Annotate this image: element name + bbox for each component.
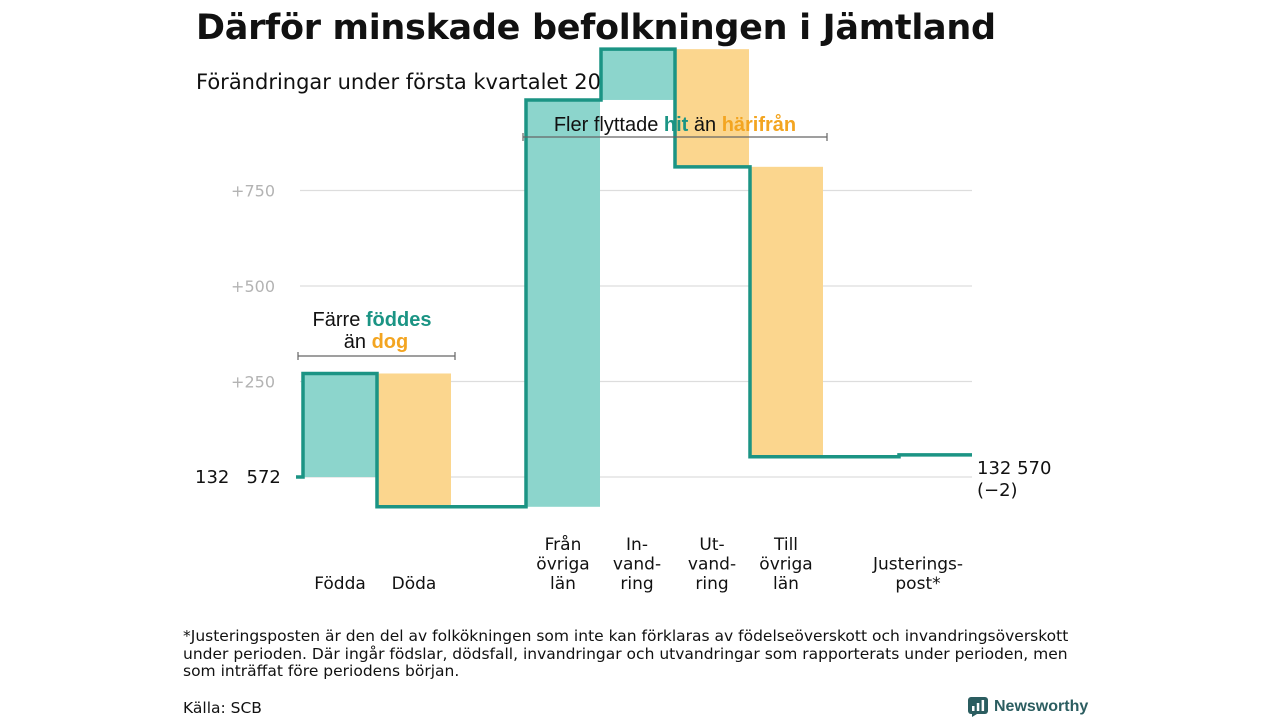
step-line-layer xyxy=(296,47,972,509)
annotation-text: än xyxy=(344,331,372,353)
end-value-label: 132 570 xyxy=(977,458,1051,479)
annotation-births-line1: Färre föddes xyxy=(313,309,432,331)
category-label-line: län xyxy=(550,574,576,594)
chart-subtitle: Förändringar under första kvartalet 2024 xyxy=(196,70,628,94)
category-label: Justerings-post* xyxy=(872,555,963,595)
category-label-line: vand- xyxy=(688,555,736,575)
annotation-highlight-orange: dog xyxy=(372,331,409,353)
category-label: Till övriga län xyxy=(759,535,812,594)
category-label-line: övriga xyxy=(536,555,589,575)
end-change-label: (−2) xyxy=(977,480,1018,501)
start-value-label: 132 572 xyxy=(195,467,281,488)
annotation-text: Fler flyttade xyxy=(554,114,664,136)
category-label: Födda xyxy=(314,574,366,594)
bar-1 xyxy=(303,373,377,477)
annotation-text: än xyxy=(688,114,721,136)
annotation-bracket-migration xyxy=(522,133,828,141)
brand-logo: Newsworthy xyxy=(968,697,1088,717)
annotation-highlight-teal: föddes xyxy=(366,309,432,331)
annotation-births-line2: än dog xyxy=(344,331,408,353)
category-label-line: övriga xyxy=(759,555,812,575)
y-tick-label: +500 xyxy=(231,277,275,296)
bar-3 xyxy=(526,99,600,507)
bar-2 xyxy=(377,373,451,507)
annotation-highlight-teal: hit xyxy=(664,114,689,136)
category-label: In-vand-ring xyxy=(613,535,661,594)
category-label-line: Justerings- xyxy=(872,555,963,575)
category-label-line: In- xyxy=(626,535,648,555)
category-label-line: Döda xyxy=(392,574,437,594)
bar-5 xyxy=(675,49,749,167)
brand-name: Newsworthy xyxy=(994,698,1089,715)
category-label-line: Födda xyxy=(314,574,366,594)
annotation-migration: Fler flyttade hit än härifrån xyxy=(554,113,796,136)
category-label-line: Ut- xyxy=(699,535,724,555)
y-tick-label: +750 xyxy=(231,182,275,201)
category-label: Från övriga län xyxy=(536,534,589,594)
bar-4 xyxy=(600,49,674,100)
category-label-line: Till xyxy=(773,535,798,555)
source: Källa: SCB xyxy=(183,699,262,717)
category-label-line: län xyxy=(773,574,799,594)
newsworthy-icon xyxy=(968,697,988,717)
y-tick-label: +250 xyxy=(231,373,275,392)
annotation-bracket-births xyxy=(297,352,456,360)
category-label-line: ring xyxy=(620,574,653,594)
category-label-line: post* xyxy=(895,574,940,594)
category-label: Döda xyxy=(392,574,437,594)
annotation-highlight-orange: härifrån xyxy=(722,113,796,136)
category-label-line: vand- xyxy=(613,555,661,575)
annotation-text: Färre xyxy=(313,309,366,331)
footnote: *Justeringsposten är den del av folkökni… xyxy=(183,627,1069,680)
cumulative-step-line xyxy=(296,47,972,509)
category-label: Ut-vand-ring xyxy=(688,535,736,594)
category-label-line: ring xyxy=(695,574,728,594)
chart-title: Därför minskade befolkningen i Jämtland xyxy=(196,8,996,48)
category-label-line: Från xyxy=(545,534,582,555)
bar-layer xyxy=(303,49,823,507)
bar-6 xyxy=(749,166,823,457)
